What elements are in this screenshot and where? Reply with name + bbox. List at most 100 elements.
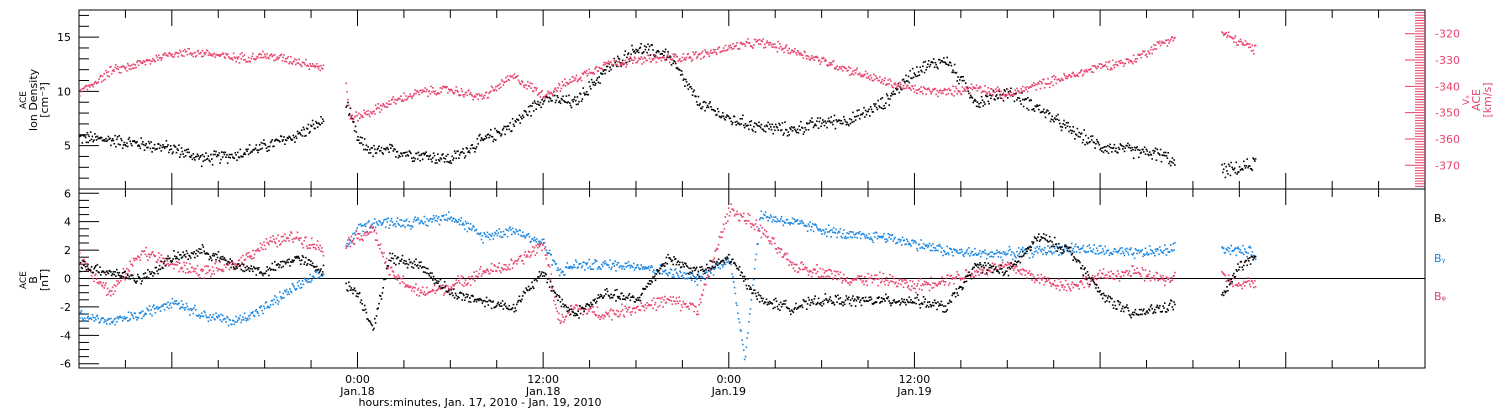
velocity-vx-point xyxy=(713,49,715,51)
velocity-vx-point xyxy=(795,52,797,54)
ion-density-point xyxy=(208,155,210,157)
by-point xyxy=(583,262,585,264)
bz-point xyxy=(705,284,707,286)
bz-point xyxy=(572,309,574,311)
ion-density-point xyxy=(147,147,149,149)
by-point xyxy=(683,272,685,274)
velocity-vx-point xyxy=(604,64,606,66)
ion-density-point xyxy=(434,155,436,157)
velocity-vx-point xyxy=(656,62,658,64)
by-point xyxy=(1012,259,1014,261)
ion-density-point xyxy=(867,111,869,113)
ion-density-point xyxy=(911,78,913,80)
bz-point xyxy=(549,266,551,268)
by-point xyxy=(175,303,177,305)
by-point xyxy=(1146,252,1148,254)
by-point xyxy=(815,224,817,226)
ion-density-point xyxy=(105,138,107,140)
bz-point xyxy=(156,262,158,264)
bz-point xyxy=(659,305,661,307)
velocity-vx-point xyxy=(643,62,645,64)
velocity-vx-point xyxy=(846,68,848,70)
by-point xyxy=(257,312,259,314)
by-point xyxy=(159,307,161,309)
velocity-vx-point xyxy=(1004,94,1006,96)
ion-density-point xyxy=(877,109,879,111)
by-point xyxy=(678,277,680,279)
ion-density-point xyxy=(229,154,231,156)
velocity-vx-point xyxy=(842,70,844,72)
by-point xyxy=(695,276,697,278)
by-point xyxy=(466,223,468,225)
bz-point xyxy=(205,273,207,275)
by-point xyxy=(1113,251,1115,253)
bz-point xyxy=(177,262,179,264)
by-point xyxy=(273,299,275,301)
ion-density-point xyxy=(211,158,213,160)
bz-point xyxy=(257,248,259,250)
by-point xyxy=(1095,253,1097,255)
ion-density-point xyxy=(745,123,747,125)
bz-point xyxy=(630,312,632,314)
bz-point xyxy=(551,288,553,290)
velocity-vx-point xyxy=(931,91,933,93)
velocity-vx-point xyxy=(697,56,699,58)
ion-density-point xyxy=(205,152,207,154)
velocity-vx-point xyxy=(607,62,609,64)
by-point xyxy=(756,254,758,256)
by-point xyxy=(1083,245,1085,247)
velocity-vx-point xyxy=(1066,76,1068,78)
velocity-vx-point xyxy=(813,57,815,59)
velocity-vx-point xyxy=(717,48,719,50)
velocity-vx-point xyxy=(854,70,856,72)
ion-density-point xyxy=(903,79,905,81)
ion-density-point xyxy=(800,121,802,123)
by-point xyxy=(1049,247,1051,249)
ion-density-point xyxy=(1030,100,1032,102)
velocity-vx-point xyxy=(560,90,562,92)
ion-density-point xyxy=(625,62,627,64)
bz-point xyxy=(91,275,93,277)
ion-density-point xyxy=(1017,97,1019,99)
velocity-vx-point xyxy=(429,91,431,93)
by-point xyxy=(980,256,982,258)
velocity-vx-point xyxy=(614,61,616,63)
by-point xyxy=(1133,252,1135,254)
bz-point xyxy=(511,260,513,262)
by-point xyxy=(876,232,878,234)
velocity-vx-point xyxy=(266,57,268,59)
ion-density-point xyxy=(787,135,789,137)
ion-density-point xyxy=(461,151,463,153)
ion-density-point xyxy=(841,120,843,122)
by-point xyxy=(279,291,281,293)
by-point xyxy=(1066,248,1068,250)
by-point xyxy=(874,236,876,238)
by-point xyxy=(221,321,223,323)
ion-density-point xyxy=(1000,97,1002,99)
velocity-vx-point xyxy=(110,66,112,68)
ion-density-point xyxy=(765,131,767,133)
velocity-vx-point xyxy=(929,89,931,91)
velocity-vx-point xyxy=(263,57,265,59)
ion-density-point xyxy=(550,98,552,100)
by-point xyxy=(740,330,742,332)
by-point xyxy=(941,251,943,253)
by-point xyxy=(1092,251,1094,253)
ion-density-point xyxy=(693,90,695,92)
by-point xyxy=(212,316,214,318)
by-point xyxy=(462,222,464,224)
by-point xyxy=(845,236,847,238)
velocity-vx-point xyxy=(406,99,408,101)
by-point xyxy=(1072,250,1074,252)
by-point xyxy=(538,241,540,243)
ion-density-point xyxy=(1081,133,1083,135)
by-point xyxy=(503,231,505,233)
by-point xyxy=(767,220,769,222)
velocity-vx-point xyxy=(947,93,949,95)
by-point xyxy=(677,273,679,275)
velocity-vx-point xyxy=(558,83,560,85)
bz-point xyxy=(419,292,421,294)
ion-density-point xyxy=(758,122,760,124)
bz-point xyxy=(104,285,106,287)
by-point xyxy=(416,219,418,221)
